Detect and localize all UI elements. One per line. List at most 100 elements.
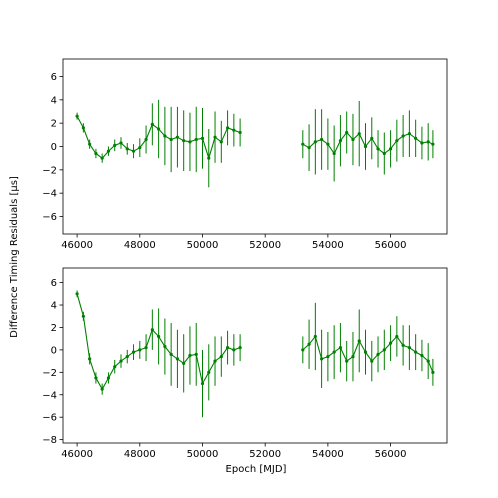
data-point <box>213 135 217 139</box>
x-tick-label: 56000 <box>375 449 407 460</box>
data-point <box>395 334 399 339</box>
x-tick-label: 52000 <box>249 240 281 251</box>
data-point <box>351 355 355 359</box>
data-point <box>351 137 355 142</box>
data-point <box>125 355 129 359</box>
data-point <box>75 292 79 296</box>
data-point <box>370 136 374 140</box>
data-point <box>94 151 98 156</box>
data-point <box>169 137 173 142</box>
data-point <box>175 357 180 361</box>
data-point <box>338 346 343 350</box>
y-tick-label: 2 <box>51 323 57 334</box>
x-tick-label: 56000 <box>375 240 407 251</box>
data-point <box>382 151 386 156</box>
x-tick-label: 50000 <box>187 240 219 251</box>
data-point <box>157 127 161 131</box>
data-point <box>100 387 104 391</box>
data-point <box>313 334 317 339</box>
data-point <box>407 346 411 350</box>
y-tick-label: −4 <box>42 189 57 200</box>
data-point <box>188 353 192 358</box>
data-point <box>388 341 393 345</box>
data-point <box>313 140 317 144</box>
x-tick-label: 54000 <box>312 240 344 251</box>
y-tick-label: 6 <box>51 72 57 83</box>
data-point <box>414 350 418 354</box>
data-point <box>144 137 148 142</box>
data-point <box>113 365 117 369</box>
data-point <box>207 370 211 374</box>
data-point <box>320 357 324 361</box>
data-point <box>225 126 230 130</box>
data-point <box>75 114 79 118</box>
data-point <box>225 346 230 350</box>
data-point <box>431 142 435 146</box>
data-point <box>401 343 405 348</box>
data-point <box>194 352 198 356</box>
data-point <box>163 134 167 138</box>
y-tick-label: −8 <box>42 435 57 446</box>
x-tick-label: 52000 <box>249 449 281 460</box>
axes-frame <box>62 267 448 444</box>
data-point <box>363 144 368 149</box>
data-point <box>301 142 305 146</box>
data-point <box>81 126 85 130</box>
data-point <box>119 359 123 363</box>
data-point <box>232 128 236 132</box>
data-point <box>113 143 117 147</box>
data-point <box>307 342 311 346</box>
data-point <box>345 359 349 363</box>
data-point <box>326 355 330 359</box>
data-point <box>420 353 424 358</box>
data-point <box>301 348 305 352</box>
bottom-panel: 46000 48000 50000 52000 54000 56000 −8 −6 −4 −2 0 2… <box>42 267 448 460</box>
x-tick-label: 46000 <box>61 240 93 251</box>
data-point <box>169 352 173 356</box>
y-tick-label: −2 <box>42 368 57 379</box>
data-point <box>194 137 198 142</box>
data-point <box>401 134 405 138</box>
data-point <box>420 141 424 145</box>
data-point <box>326 142 330 146</box>
data-point <box>370 359 374 363</box>
data-point <box>200 136 205 140</box>
data-point <box>119 141 123 145</box>
data-point <box>150 122 154 126</box>
y-axis-label: Difference Timing Residuals [μs] <box>9 176 20 338</box>
data-point <box>345 130 349 135</box>
data-point <box>332 151 336 156</box>
x-axis-label: Epoch [MJD] <box>226 464 287 475</box>
data-point <box>238 130 242 135</box>
data-point <box>357 132 361 136</box>
top-panel: 46000 48000 50000 52000 54000 56000 −6 −4 −2 0 2 4 6 <box>42 58 448 251</box>
data-point <box>131 350 136 354</box>
data-point <box>395 139 399 143</box>
data-point <box>338 139 343 143</box>
y-tick-label: 0 <box>51 345 57 356</box>
data-point <box>88 357 92 361</box>
data-point <box>138 348 142 352</box>
series-line <box>76 115 434 161</box>
data-point <box>200 381 205 386</box>
x-tick-label: 46000 <box>61 449 93 460</box>
data-point <box>414 136 418 140</box>
data-point <box>182 139 186 143</box>
data-point <box>407 132 411 136</box>
data-point <box>426 140 430 144</box>
data-point <box>357 339 361 343</box>
data-point <box>157 334 161 339</box>
x-tick-label: 50000 <box>187 449 219 460</box>
data-point <box>106 376 111 380</box>
y-tick-label: −6 <box>42 212 57 223</box>
data-point <box>219 140 223 144</box>
y-tick-label: 4 <box>51 95 57 106</box>
data-point <box>238 346 242 350</box>
data-point <box>376 147 380 151</box>
data-point <box>138 146 142 150</box>
data-point <box>388 147 393 151</box>
data-point <box>106 149 111 153</box>
x-tick-label: 54000 <box>312 449 344 460</box>
data-point <box>363 350 368 354</box>
